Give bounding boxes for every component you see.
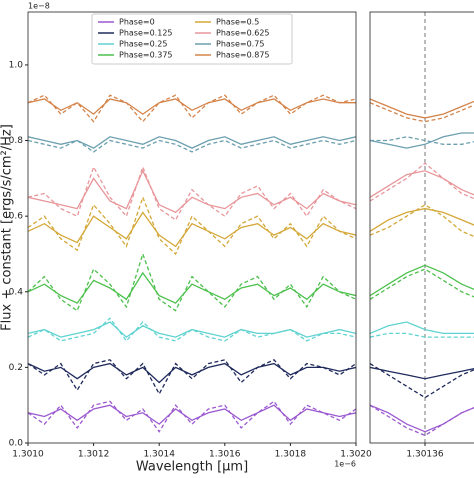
x-tick-label: 1.3012	[78, 450, 110, 460]
model-line	[28, 317, 356, 342]
model-line	[370, 102, 474, 123]
x-tick-label: 1.3010	[12, 450, 44, 460]
y-tick-label: 0.0	[9, 439, 24, 449]
legend: Phase=0 Phase=0.125 Phase=0.25 Phase=0.375 P…	[91, 13, 293, 65]
x-tick-label: 1.3014	[143, 450, 175, 460]
panel: 0.0 0.2 0.4 0.6 0.8 1.0 1.3010 1.3012 1.3014 1.30…	[0, 2, 372, 475]
model-line	[370, 332, 474, 338]
y-tick-label: 0.8	[9, 136, 24, 146]
series-line	[28, 321, 356, 338]
legend-label: Phase=0	[119, 18, 155, 27]
model-line	[28, 251, 356, 312]
legend-label: Phase=0.75	[216, 40, 264, 49]
x-tick-label: 1.3016	[209, 450, 241, 460]
series-line	[28, 211, 356, 248]
series-line	[28, 169, 356, 214]
legend-label: Phase=0.5	[216, 18, 259, 27]
series-line	[370, 321, 474, 335]
series-line	[28, 362, 356, 384]
series-line	[370, 132, 474, 149]
model-line	[28, 359, 356, 396]
series-line	[28, 136, 356, 149]
legend-label: Phase=0.625	[216, 29, 270, 38]
model-line	[28, 195, 356, 256]
legend-label: Phase=0.125	[119, 29, 173, 38]
series-line	[370, 98, 474, 119]
x-offset-text: 1e−6	[334, 460, 356, 469]
y-tick-label: 0.4	[9, 287, 24, 297]
series-line	[28, 271, 356, 304]
series-line	[28, 98, 356, 115]
lines	[28, 94, 356, 433]
model-line	[370, 136, 474, 145]
series-line	[370, 207, 474, 232]
y-axis-label: Flux + constant [ergs/s/cm²/Hz]	[0, 124, 15, 331]
series-line	[370, 170, 474, 198]
series-line	[28, 404, 356, 425]
y-offset-text: 1e−8	[28, 2, 50, 11]
y-tick-label: 0.6	[9, 212, 24, 222]
axes-frame	[369, 11, 474, 444]
y-tick-label: 1.0	[9, 60, 24, 70]
legend-label: Phase=0.875	[216, 51, 270, 60]
y-tick-label: 0.2	[9, 363, 23, 373]
model-line	[370, 268, 474, 300]
x-tick-label: 1.3020	[340, 450, 372, 460]
series-line	[370, 366, 474, 380]
legend-label: Phase=0.375	[119, 51, 173, 60]
model-line	[28, 139, 356, 153]
x-tick-label: 1.3018	[275, 450, 307, 460]
panel: 1.30136	[369, 11, 474, 460]
model-line	[370, 162, 474, 202]
model-line	[370, 204, 474, 238]
legend-label: Phase=0.25	[119, 40, 167, 49]
x-tick-label: 1.30136	[406, 450, 443, 460]
model-line	[370, 363, 474, 399]
plot-area	[28, 12, 356, 443]
x-axis-label: Wavelength [μm]	[136, 460, 248, 475]
axes-frame	[27, 11, 357, 444]
legend-box	[91, 13, 293, 65]
series-line	[370, 404, 474, 433]
series-line	[370, 264, 474, 297]
lines	[370, 98, 474, 437]
